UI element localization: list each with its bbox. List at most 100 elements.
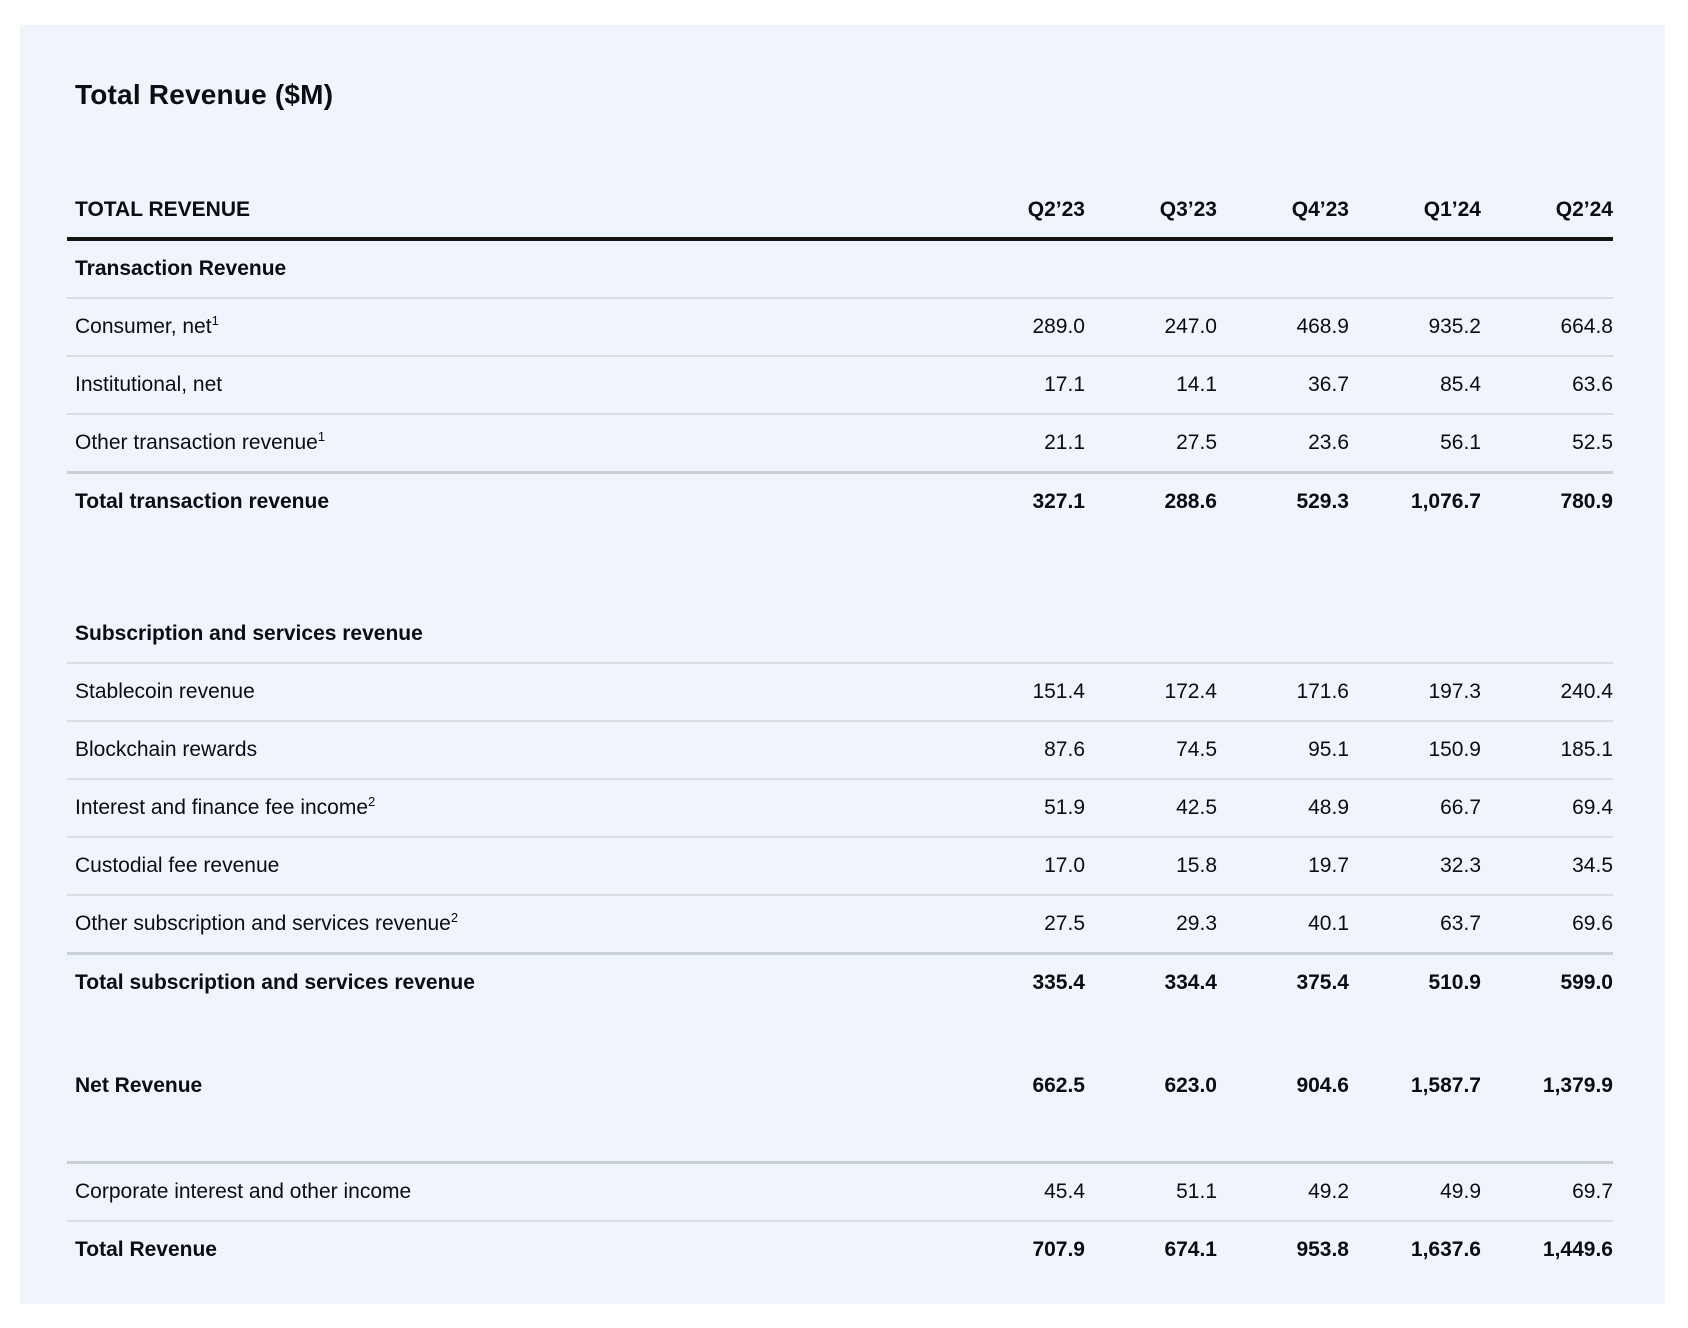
value-cell: 172.4 [1085, 662, 1217, 721]
value-cell: 17.0 [953, 836, 1085, 895]
value-cell: 1,076.7 [1349, 471, 1481, 530]
row-label: Total subscription and services revenue [67, 952, 953, 1011]
value-cell [1481, 606, 1613, 663]
value-cell: 780.9 [1481, 471, 1613, 530]
value-cell: 14.1 [1085, 355, 1217, 414]
value-cell: 468.9 [1217, 297, 1349, 356]
value-cell: 42.5 [1085, 778, 1217, 837]
value-cell: 66.7 [1349, 778, 1481, 837]
value-cell: 375.4 [1217, 952, 1349, 1011]
value-cell: 1,379.9 [1542, 1074, 1613, 1097]
value-cell [1217, 239, 1349, 298]
value-cell: 49.9 [1349, 1161, 1481, 1221]
value-cell: 21.1 [953, 413, 1085, 473]
value-cell: 664.8 [1481, 297, 1613, 356]
value-cell: 74.5 [1085, 720, 1217, 779]
value-cell: 27.5 [1085, 413, 1217, 473]
value-cell: 334.4 [1085, 952, 1217, 1011]
row-label: Other subscription and services revenue2 [67, 894, 953, 954]
value-cell [1481, 239, 1613, 298]
footnote-marker: 2 [450, 910, 459, 925]
value-cell [953, 606, 1085, 663]
value-cell: 49.2 [1217, 1161, 1349, 1221]
value-cell: 150.9 [1349, 720, 1481, 779]
value-cell: 185.1 [1481, 720, 1613, 779]
value-cell: 45.4 [953, 1161, 1085, 1221]
value-cell: 707.9 [953, 1220, 1085, 1278]
spacer-row [67, 530, 1613, 606]
row-label: Transaction Revenue [75, 257, 287, 280]
value-cell: 19.7 [1217, 836, 1349, 895]
value-cell: 623.0 [1164, 1074, 1217, 1097]
value-cell: 335.4 [953, 952, 1085, 1011]
value-cell: 510.9 [1349, 952, 1481, 1011]
data-row: Corporate interest and other income 45.4 5… [67, 1161, 1613, 1221]
data-row: Stablecoin revenue 151.4 172.4 171.6 197.3 24… [67, 662, 1613, 721]
value-cell: 17.1 [953, 355, 1085, 414]
value-cell [1217, 606, 1349, 663]
data-row: Consumer, net1 289.0 247.0 468.9 935.2 664.8 [67, 297, 1613, 356]
row-label: Blockchain rewards [67, 720, 953, 779]
revenue-table: TOTAL REVENUE Q2’23 Q3’23 Q4’23 Q1’24 Q2… [67, 112, 1613, 1278]
value-cell: 197.3 [1349, 662, 1481, 721]
value-cell: 69.4 [1481, 778, 1613, 837]
value-cell: 151.4 [953, 662, 1085, 721]
page-title: Total Revenue ($M) [75, 79, 334, 110]
value-cell: 87.6 [953, 720, 1085, 779]
value-cell: 63.6 [1481, 355, 1613, 414]
value-cell: 85.4 [1349, 355, 1481, 414]
table-header-row: TOTAL REVENUE Q2’23 Q3’23 Q4’23 Q1’24 Q2… [67, 112, 1613, 241]
data-row: Institutional, net 17.1 14.1 36.7 85.4 63.6 [67, 355, 1613, 414]
value-cell: 56.1 [1349, 413, 1481, 473]
value-cell: 904.6 [1296, 1074, 1349, 1097]
total-row: Total transaction revenue 327.1 288.6 529.3… [67, 471, 1613, 530]
data-row: Interest and finance fee income2 51.9 42.5… [67, 778, 1613, 837]
footnote-marker: 1 [211, 313, 219, 328]
value-cell: 1,449.6 [1481, 1220, 1613, 1278]
row-label: Custodial fee revenue [67, 836, 953, 895]
value-cell: 29.3 [1085, 894, 1217, 954]
row-label: Net Revenue [75, 1074, 203, 1097]
value-cell: 599.0 [1481, 952, 1613, 1011]
value-cell: 40.1 [1217, 894, 1349, 954]
value-cell: 1,587.7 [1410, 1074, 1481, 1097]
value-cell: 32.3 [1349, 836, 1481, 895]
value-cell: 529.3 [1217, 471, 1349, 530]
value-cell: 51.1 [1085, 1161, 1217, 1221]
value-cell: 1,637.6 [1349, 1220, 1481, 1278]
row-label: Stablecoin revenue [67, 662, 953, 721]
value-cell: 69.7 [1481, 1161, 1613, 1221]
value-cell: 23.6 [1217, 413, 1349, 473]
row-label: Consumer, net1 [67, 297, 953, 356]
value-cell: 52.5 [1481, 413, 1613, 473]
table-header-label: TOTAL REVENUE [67, 112, 953, 241]
value-cell [1349, 606, 1481, 663]
spacer-cell [67, 530, 1613, 606]
row-label: Total Revenue [67, 1220, 953, 1278]
row-label: Institutional, net [67, 355, 953, 414]
section-row: Subscription and services revenue [67, 606, 1613, 663]
value-cell [953, 239, 1085, 298]
column-header-q2-24: Q2’24 [1481, 112, 1613, 241]
data-row: Other subscription and services revenue2… [67, 894, 1613, 954]
value-cell: 935.2 [1349, 297, 1481, 356]
value-cell: 27.5 [953, 894, 1085, 954]
value-cell: 36.7 [1217, 355, 1349, 414]
spacer-row [67, 1114, 1613, 1163]
row-label: Corporate interest and other income [67, 1161, 953, 1221]
value-cell: 662.5 [1032, 1074, 1085, 1097]
value-cell: 247.0 [1085, 297, 1217, 356]
spacer-cell [67, 1011, 1613, 1058]
column-header-q1-24: Q1’24 [1349, 112, 1481, 241]
section-row: Transaction Revenue [67, 239, 1613, 298]
value-cell: 327.1 [953, 471, 1085, 530]
value-cell: 171.6 [1217, 662, 1349, 721]
row-label: Subscription and services revenue [75, 622, 423, 645]
data-row: Blockchain rewards 87.6 74.5 95.1 150.9 185.1 [67, 720, 1613, 779]
value-cell [1085, 606, 1217, 663]
revenue-card: Total Revenue ($M) TOTAL REVENUE Q2’23 Q… [20, 25, 1665, 1304]
value-cell: 69.6 [1481, 894, 1613, 954]
total-row: Total Revenue 707.9 674.1 953.8 1,637.6 1,449… [67, 1220, 1613, 1278]
row-label: Total transaction revenue [67, 471, 953, 530]
